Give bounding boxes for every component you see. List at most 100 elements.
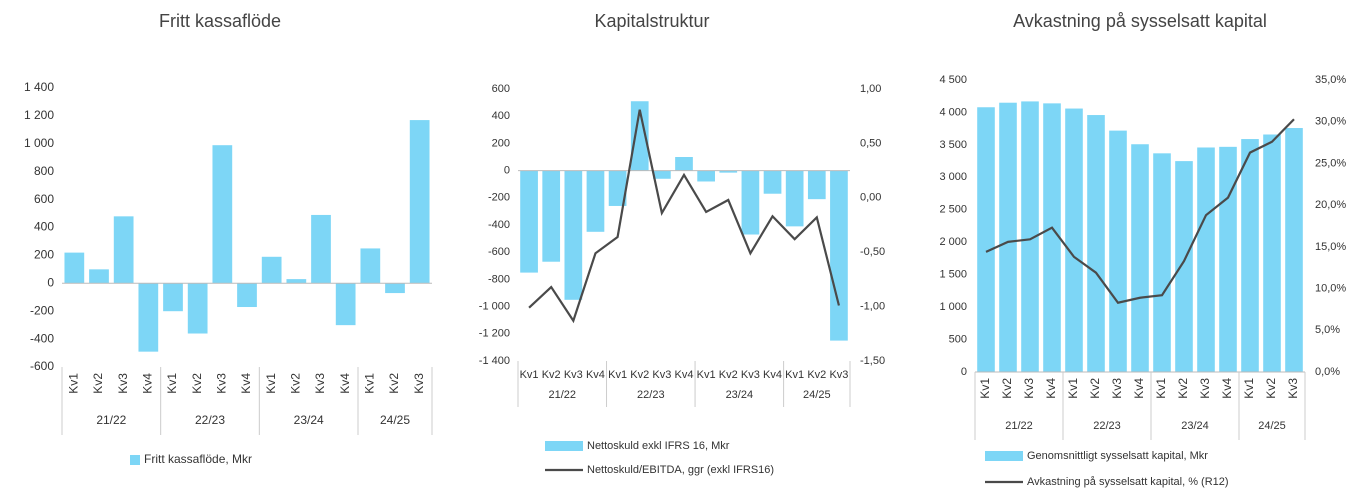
- bar: [286, 279, 307, 284]
- y2-tick-label: 0,00: [860, 192, 881, 204]
- group-label: 21/22: [1005, 420, 1033, 432]
- y-tick-label: -1 000: [479, 301, 510, 313]
- bar: [564, 170, 583, 300]
- legend-label: Fritt kassaflöde, Mkr: [144, 452, 252, 466]
- bar: [1263, 134, 1281, 372]
- x-tick-label: Kv4: [338, 373, 352, 394]
- bar: [1131, 144, 1149, 372]
- y-tick-label: 3 000: [939, 171, 967, 183]
- y-tick-label: -1 400: [479, 355, 510, 367]
- bar: [311, 214, 331, 284]
- bar: [163, 283, 183, 312]
- bar: [335, 283, 356, 326]
- bar: [409, 120, 430, 284]
- group-label: 22/23: [637, 389, 665, 401]
- y-tick-label: 600: [492, 83, 510, 95]
- x-tick-label: Kv1: [608, 369, 627, 381]
- y-tick-label: 200: [492, 137, 510, 149]
- y2-tick-label: 15,0%: [1315, 241, 1346, 253]
- y-tick-label: 4 000: [939, 106, 967, 118]
- bar: [1219, 146, 1237, 372]
- x-tick-label: Kv2: [1176, 378, 1190, 399]
- bar: [763, 170, 782, 194]
- bar: [675, 157, 693, 171]
- bar: [1043, 103, 1061, 373]
- x-tick-label: Kv3: [313, 373, 327, 394]
- y-tick-label: 400: [492, 110, 510, 122]
- bar: [1021, 101, 1039, 372]
- y-tick-label: 1 500: [939, 269, 967, 281]
- group-label: 21/22: [549, 389, 577, 401]
- y-tick-label: -800: [488, 273, 510, 285]
- x-tick-label: Kv2: [91, 373, 105, 394]
- y-tick-label: 4 500: [939, 74, 967, 86]
- x-tick-label: Kv3: [215, 373, 229, 394]
- y2-tick-label: -1,50: [860, 355, 885, 367]
- bar: [608, 170, 627, 206]
- x-tick-label: Kv4: [1220, 378, 1234, 399]
- y-tick-label: 1 000: [939, 301, 967, 313]
- group-label: 24/25: [803, 389, 831, 401]
- x-tick-label: Kv4: [1044, 378, 1058, 399]
- bar: [1087, 115, 1105, 372]
- chart-title: Fritt kassaflöde: [159, 11, 281, 31]
- x-tick-label: Kv1: [363, 373, 377, 394]
- x-tick-label: Kv3: [1198, 378, 1212, 399]
- legend-label: Genomsnittligt sysselsatt kapital, Mkr: [1027, 450, 1208, 462]
- y-tick-label: 500: [949, 333, 967, 345]
- y-tick-label: 2 500: [939, 204, 967, 216]
- x-tick-label: Kv2: [1000, 378, 1014, 399]
- bar: [138, 283, 159, 352]
- y-tick-label: 3 500: [939, 139, 967, 151]
- x-tick-label: Kv2: [1264, 378, 1278, 399]
- bar: [1065, 108, 1083, 372]
- x-tick-label: Kv4: [675, 369, 694, 381]
- x-tick-label: Kv1: [67, 373, 81, 394]
- y-tick-label: -200: [488, 192, 510, 204]
- group-label: 23/24: [726, 389, 754, 401]
- chart-title: Kapitalstruktur: [594, 11, 709, 31]
- y-tick-label: -600: [30, 359, 54, 373]
- y2-tick-label: 5,0%: [1315, 324, 1340, 336]
- x-tick-label: Kv3: [116, 373, 130, 394]
- bar: [785, 170, 804, 227]
- x-tick-label: Kv4: [763, 369, 782, 381]
- x-tick-label: Kv3: [564, 369, 583, 381]
- x-tick-label: Kv4: [141, 373, 155, 394]
- legend-label: Nettoskuld/EBITDA, ggr (exkl IFRS16): [587, 464, 774, 476]
- x-tick-label: Kv3: [1110, 378, 1124, 399]
- y-tick-label: -400: [488, 219, 510, 231]
- bar: [1175, 161, 1193, 372]
- x-tick-label: Kv4: [239, 373, 253, 394]
- group-label: 24/25: [380, 413, 410, 427]
- y-tick-label: -600: [488, 246, 510, 258]
- bar: [113, 216, 134, 284]
- bar: [385, 283, 405, 294]
- bar: [360, 248, 381, 284]
- x-tick-label: Kv1: [264, 373, 278, 394]
- x-tick-label: Kv2: [719, 369, 738, 381]
- x-tick-label: Kv1: [165, 373, 179, 394]
- bar: [630, 101, 649, 171]
- y-tick-label: 800: [34, 164, 54, 178]
- y-tick-label: -400: [30, 331, 54, 345]
- x-tick-label: Kv1: [978, 378, 992, 399]
- bar: [89, 269, 109, 284]
- y-tick-label: 1 200: [24, 108, 54, 122]
- bar: [1285, 128, 1303, 372]
- y2-tick-label: 1,00: [860, 83, 881, 95]
- bar: [1197, 147, 1215, 372]
- x-tick-label: Kv1: [1154, 378, 1168, 399]
- bar: [977, 107, 995, 373]
- bar: [237, 283, 257, 308]
- bar: [1109, 130, 1127, 372]
- group-label: 23/24: [1181, 420, 1209, 432]
- bar: [807, 170, 826, 200]
- bar: [520, 170, 538, 273]
- bar: [187, 283, 208, 334]
- y-tick-label: 2 000: [939, 236, 967, 248]
- y2-tick-label: 20,0%: [1315, 199, 1346, 211]
- bar: [999, 102, 1017, 372]
- chart-title: Avkastning på sysselsatt kapital: [1013, 11, 1267, 31]
- bar: [1241, 139, 1259, 372]
